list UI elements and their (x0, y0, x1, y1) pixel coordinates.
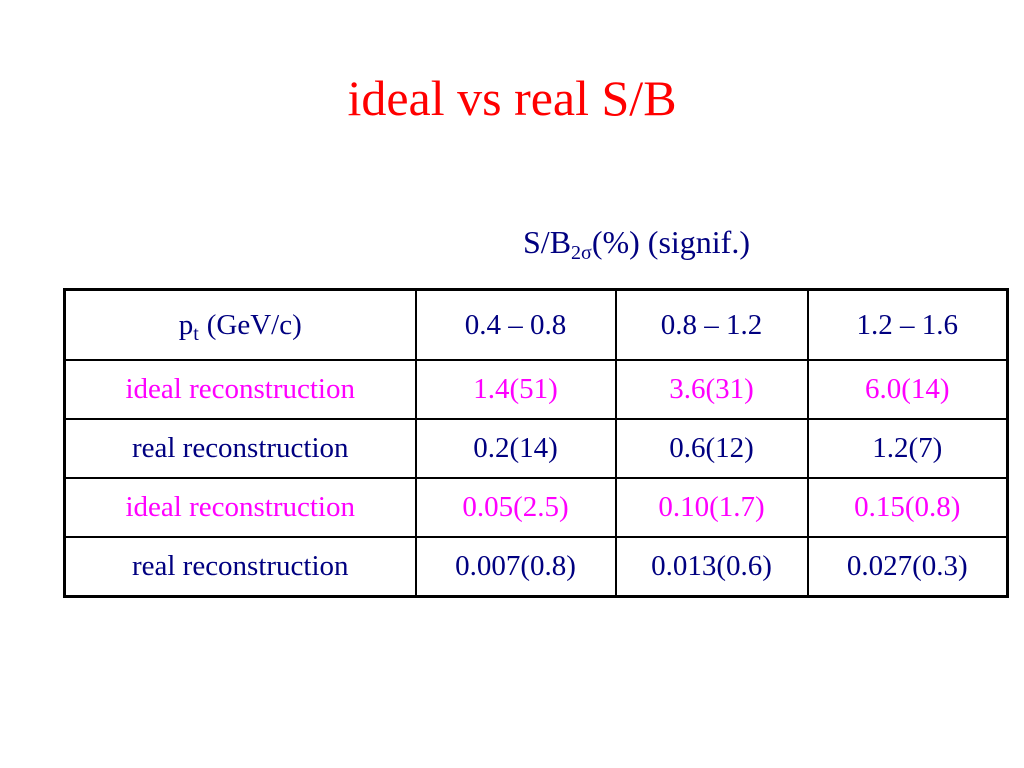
table-body: pt (GeV/c) 0.4 – 0.8 0.8 – 1.2 1.2 – 1.6 id… (63, 288, 1009, 598)
header-cell: 0.8 – 1.2 (614, 288, 809, 361)
cell: 0.027(0.3) (806, 536, 1009, 598)
table-row: ideal reconstruction 0.05(2.5) 0.10(1.7) 0.… (63, 477, 1009, 538)
header-subscript: t (193, 322, 199, 345)
table-row: real reconstruction 0.2(14) 0.6(12) 1.2(7) (63, 418, 1009, 479)
caption-main: S/B (523, 224, 572, 260)
cell: 1.4(51) (414, 359, 617, 420)
header-main: p (178, 308, 194, 341)
caption-rest: (%) (signif.) (591, 224, 750, 260)
slide-title: ideal vs real S/B (347, 70, 677, 126)
row-label: real reconstruction (63, 418, 417, 479)
table-row: ideal reconstruction 1.4(51) 3.6(31) 6.0(14… (63, 359, 1009, 420)
results-table: pt (GeV/c) 0.4 – 0.8 0.8 – 1.2 1.2 – 1.6 id… (63, 288, 1009, 598)
cell: 0.05(2.5) (414, 477, 617, 538)
table-caption: S/B2σ(%) (signif.) (523, 222, 750, 264)
caption-subscript: 2σ (571, 242, 592, 264)
header-row: pt (GeV/c) 0.4 – 0.8 0.8 – 1.2 1.2 – 1.6 (63, 288, 1009, 361)
cell: 0.2(14) (414, 418, 617, 479)
row-label: real reconstruction (63, 536, 417, 598)
header-cell: 0.4 – 0.8 (414, 288, 617, 361)
table-row: real reconstruction 0.007(0.8) 0.013(0.6) 0… (63, 536, 1009, 598)
header-cell: pt (GeV/c) (63, 288, 417, 361)
cell: 0.10(1.7) (614, 477, 809, 538)
cell: 1.2(7) (806, 418, 1009, 479)
cell: 0.6(12) (614, 418, 809, 479)
cell: 6.0(14) (806, 359, 1009, 420)
row-label: ideal reconstruction (63, 477, 417, 538)
header-cell: 1.2 – 1.6 (806, 288, 1009, 361)
cell: 3.6(31) (614, 359, 809, 420)
row-label: ideal reconstruction (63, 359, 417, 420)
header-rest: (GeV/c) (206, 308, 302, 341)
cell: 0.013(0.6) (614, 536, 809, 598)
cell: 0.15(0.8) (806, 477, 1009, 538)
cell: 0.007(0.8) (414, 536, 617, 598)
